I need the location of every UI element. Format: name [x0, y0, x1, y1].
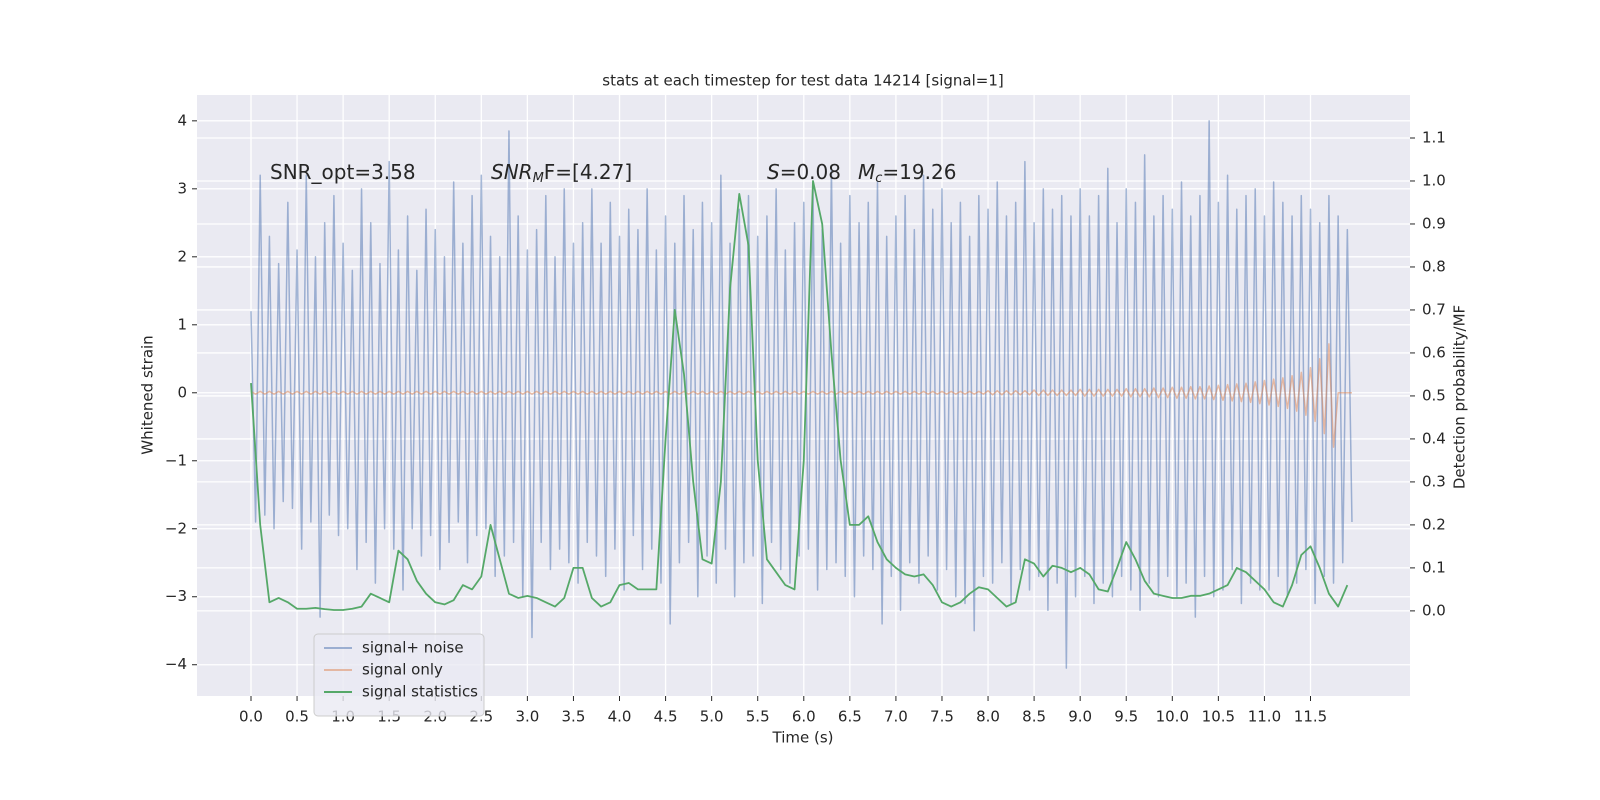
lines — [250, 120, 1353, 669]
y-tick-label: −4 — [165, 655, 187, 673]
x-tick-label: 9.0 — [1068, 708, 1092, 726]
annotation-text: F=[4.27] — [544, 160, 632, 184]
y2-tick-label: 0.8 — [1422, 257, 1446, 275]
y2-tick-label: 0.7 — [1422, 300, 1446, 318]
x-tick-label: 10.5 — [1202, 708, 1235, 726]
annotation-text: SNR — [491, 160, 533, 184]
y2-tick-label: 0.2 — [1422, 515, 1446, 533]
annotation-text: S — [767, 160, 780, 184]
series-line — [250, 343, 1352, 448]
x-tick-label: 3.0 — [515, 708, 539, 726]
annotation: S=0.08 — [767, 160, 841, 184]
y-tick-label: 1 — [177, 315, 187, 333]
x-tick-label: 3.5 — [562, 708, 586, 726]
y2-tick-label: 0.4 — [1422, 429, 1446, 447]
y2-tick-label: 1.0 — [1422, 171, 1446, 189]
y-tick-label: −2 — [165, 519, 187, 537]
annotation-text: =19.26 — [882, 160, 956, 184]
x-tick-label: 5.5 — [746, 708, 770, 726]
y-tick-label: 3 — [177, 179, 187, 197]
annotation: SNR_opt=3.58 — [270, 160, 416, 184]
x-tick-label: 8.5 — [1022, 708, 1046, 726]
y2-tick-label: 1.1 — [1422, 128, 1446, 146]
x-tick-label: 10.0 — [1156, 708, 1189, 726]
y2-tick-label: 0.9 — [1422, 214, 1446, 232]
x-tick-label: 7.5 — [930, 708, 954, 726]
x-tick-label: 6.5 — [838, 708, 862, 726]
annotation: Mc=19.26 — [858, 160, 956, 186]
y-tick-label: 2 — [177, 247, 187, 265]
x-tick-label: 4.0 — [608, 708, 632, 726]
legend: signal+ noise signal only signal statistic… — [313, 633, 485, 717]
legend-label: signal only — [362, 661, 443, 679]
x-axis-label: Time (s) — [772, 729, 834, 747]
annotation-text: M — [858, 160, 875, 184]
annotation: SNRMF=[4.27] — [491, 160, 632, 186]
y-tick-label: −3 — [165, 587, 187, 605]
legend-label: signal statistics — [362, 683, 478, 701]
y2-tick-label: 0.3 — [1422, 472, 1446, 490]
annotation-subscript: c — [875, 171, 882, 186]
annotation-text: =0.08 — [780, 160, 841, 184]
legend-label: signal+ noise — [362, 639, 464, 657]
y2-tick-label: 0.0 — [1422, 601, 1446, 619]
y2-tick-label: 0.6 — [1422, 343, 1446, 361]
y-tick-label: 0 — [177, 383, 187, 401]
legend-box — [313, 633, 485, 717]
x-tick-label: 11.0 — [1248, 708, 1281, 726]
y-tick-label: 4 — [177, 111, 187, 129]
series-line — [250, 120, 1353, 669]
y-tick-label: −1 — [165, 451, 187, 469]
y2-tick-label: 0.1 — [1422, 558, 1446, 576]
x-tick-label: 4.5 — [654, 708, 678, 726]
x-tick-label: 7.0 — [884, 708, 908, 726]
x-tick-label: 0.5 — [285, 708, 309, 726]
chart-title: stats at each timestep for test data 142… — [602, 72, 1003, 90]
x-tick-label: 5.0 — [700, 708, 724, 726]
y2-axis-label: Detection probability/MF — [1451, 305, 1469, 489]
x-tick-label: 9.5 — [1114, 708, 1138, 726]
annotation-text: SNR_opt=3.58 — [270, 160, 416, 184]
annotation-subscript: M — [533, 171, 544, 186]
x-tick-label: 11.5 — [1294, 708, 1327, 726]
x-tick-label: 0.0 — [239, 708, 263, 726]
y-axis-label: Whitened strain — [139, 335, 157, 454]
y2-tick-label: 0.5 — [1422, 386, 1446, 404]
series-line — [250, 180, 1349, 611]
x-tick-label: 6.0 — [792, 708, 816, 726]
x-tick-label: 8.0 — [976, 708, 1000, 726]
